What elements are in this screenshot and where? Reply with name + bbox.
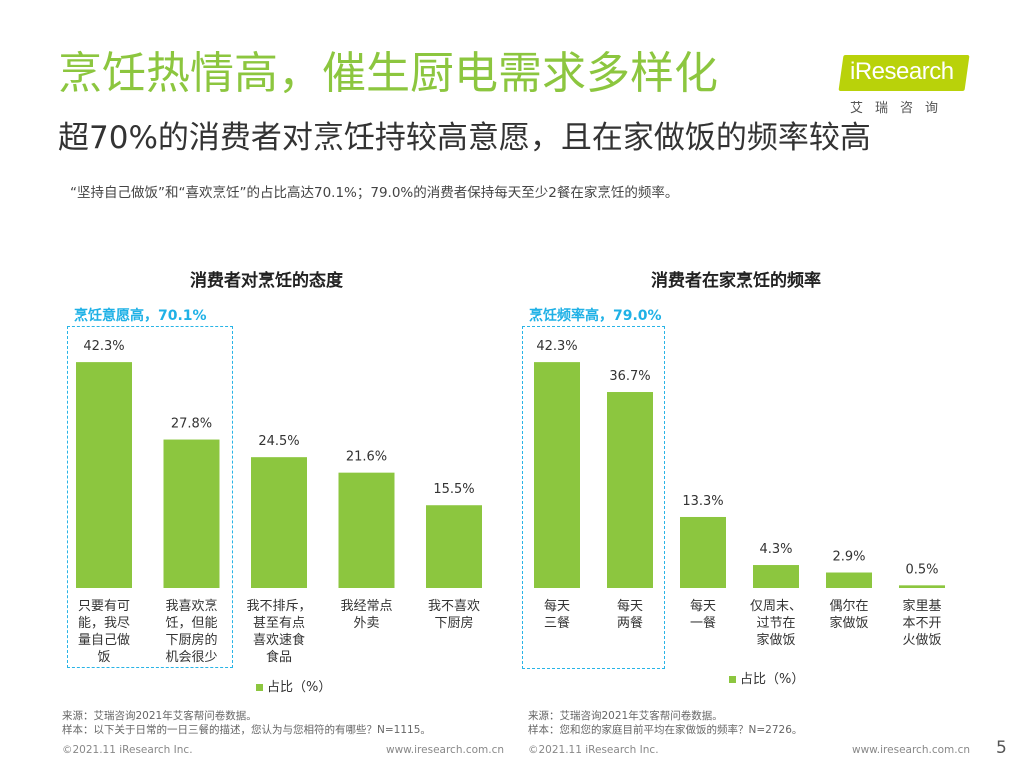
value-label-0-3: 21.6% (346, 450, 387, 465)
legend-swatch (729, 676, 736, 683)
category-label-0-2: 喜欢速食 (253, 632, 305, 648)
category-label-0-2: 我不排斥， (246, 599, 311, 614)
value-label-0-2: 24.5% (258, 434, 299, 449)
category-label-1-1: 两餐 (617, 615, 643, 631)
value-label-1-4: 2.9% (832, 550, 865, 565)
sample-line: 样本：以下关于日常的一日三餐的描述，您认为与您相符的有哪些？N=1115。 (62, 724, 431, 736)
legend-label: 占比（%） (740, 672, 805, 687)
category-label-0-1: 饪，但能 (165, 616, 217, 631)
category-label-0-1: 我喜欢烹 (165, 599, 217, 614)
category-label-0-4: 下厨房 (434, 615, 473, 631)
category-label-1-5: 火做饭 (902, 633, 941, 648)
summary-note: “坚持自己做饭”和“喜欢烹饪”的占比高达70.1%；79.0%的消费者保持每天至… (70, 185, 679, 201)
value-label-1-0: 42.3% (536, 339, 577, 354)
category-label-0-1: 机会很少 (165, 650, 217, 665)
highlight-label-frequency: 烹饪频率高，79.0% (529, 308, 662, 324)
iresearch-logo: iResearch 艾瑞咨询 (836, 55, 976, 116)
bar-1-2 (680, 516, 726, 588)
category-label-0-2: 食品 (266, 649, 292, 665)
logo-text: iResearch (850, 58, 954, 85)
category-label-1-4: 偶尔在 (829, 599, 868, 614)
category-label-0-0: 量自己做 (78, 633, 130, 648)
sample-line: 样本：您和您的家庭目前平均在家做饭的频率？N=2726。 (528, 724, 803, 736)
legend-attitude: 占比（%） (256, 676, 331, 695)
source-note-right: 来源：艾瑞咨询2021年艾客帮问卷数据。 样本：您和您的家庭目前平均在家做饭的频… (528, 709, 802, 737)
category-label-0-3: 外卖 (353, 616, 379, 631)
chart-title-frequency: 消费者在家烹饪的频率 (651, 271, 821, 291)
bar-1-0 (534, 362, 580, 588)
category-label-1-5: 本不开 (902, 616, 941, 631)
category-label-0-0: 只要有可 (78, 599, 130, 614)
website-right: www.iresearch.com.cn (852, 744, 971, 756)
source-note-left: 来源：艾瑞咨询2021年艾客帮问卷数据。 样本：以下关于日常的一日三餐的描述，您… (62, 709, 431, 737)
category-label-0-0: 饭 (97, 650, 110, 665)
category-label-1-2: 每天 (690, 598, 716, 614)
value-label-1-3: 4.3% (759, 542, 792, 557)
page-subtitle: 超70%的消费者对烹饪持较高意愿，且在家做饭的频率较高 (58, 120, 871, 156)
bar-0-3 (338, 472, 395, 588)
value-label-1-2: 13.3% (682, 494, 723, 509)
logo-cn-text: 艾瑞咨询 (850, 101, 951, 116)
bar-0-1 (163, 439, 220, 588)
value-label-0-1: 27.8% (171, 417, 212, 432)
legend-swatch (256, 684, 263, 691)
bar-0-0 (76, 362, 132, 588)
legend-label: 占比（%） (267, 680, 332, 695)
copyright-right: ©2021.11 iResearch Inc. (528, 744, 659, 756)
bar-0-4 (426, 505, 482, 588)
highlight-box-frequency (522, 326, 665, 669)
category-label-0-1: 下厨房的 (165, 632, 217, 648)
page-title: 烹饪热情高，催生厨电需求多样化 (58, 48, 718, 99)
category-label-1-3: 家做饭 (756, 632, 795, 648)
value-label-0-0: 42.3% (83, 339, 124, 354)
value-label-1-5: 0.5% (905, 562, 938, 577)
category-label-1-0: 三餐 (544, 615, 570, 631)
bar-0-2 (251, 457, 307, 588)
category-label-1-0: 每天 (544, 598, 570, 614)
category-label-1-3: 仅周末、 (750, 599, 802, 614)
category-label-0-3: 我经常点 (340, 599, 392, 614)
bar-1-4 (826, 572, 872, 588)
bar-1-5 (899, 585, 945, 588)
chart-title-attitude: 消费者对烹饪的态度 (190, 271, 343, 291)
legend-frequency: 占比（%） (729, 668, 804, 687)
category-label-0-4: 我不喜欢 (428, 599, 480, 614)
source-line: 来源：艾瑞咨询2021年艾客帮问卷数据。 (528, 710, 723, 722)
category-label-1-2: 一餐 (690, 615, 716, 631)
category-label-1-5: 家里基 (902, 598, 941, 614)
bar-1-1 (607, 392, 653, 588)
category-label-0-0: 能，我尽 (78, 616, 130, 631)
value-label-1-1: 36.7% (609, 369, 650, 384)
bar-1-3 (753, 565, 799, 588)
page-number: 5 (996, 738, 1007, 758)
website-left: www.iresearch.com.cn (386, 744, 505, 756)
category-label-1-3: 过节在 (756, 616, 795, 631)
value-label-0-4: 15.5% (433, 482, 474, 497)
category-label-1-1: 每天 (617, 598, 643, 614)
copyright-left: ©2021.11 iResearch Inc. (62, 744, 193, 756)
category-label-0-2: 甚至有点 (253, 616, 305, 631)
category-label-1-4: 家做饭 (829, 615, 868, 631)
highlight-box-attitude (67, 326, 233, 668)
source-line: 来源：艾瑞咨询2021年艾客帮问卷数据。 (62, 710, 257, 722)
highlight-label-attitude: 烹饪意愿高，70.1% (74, 308, 207, 324)
